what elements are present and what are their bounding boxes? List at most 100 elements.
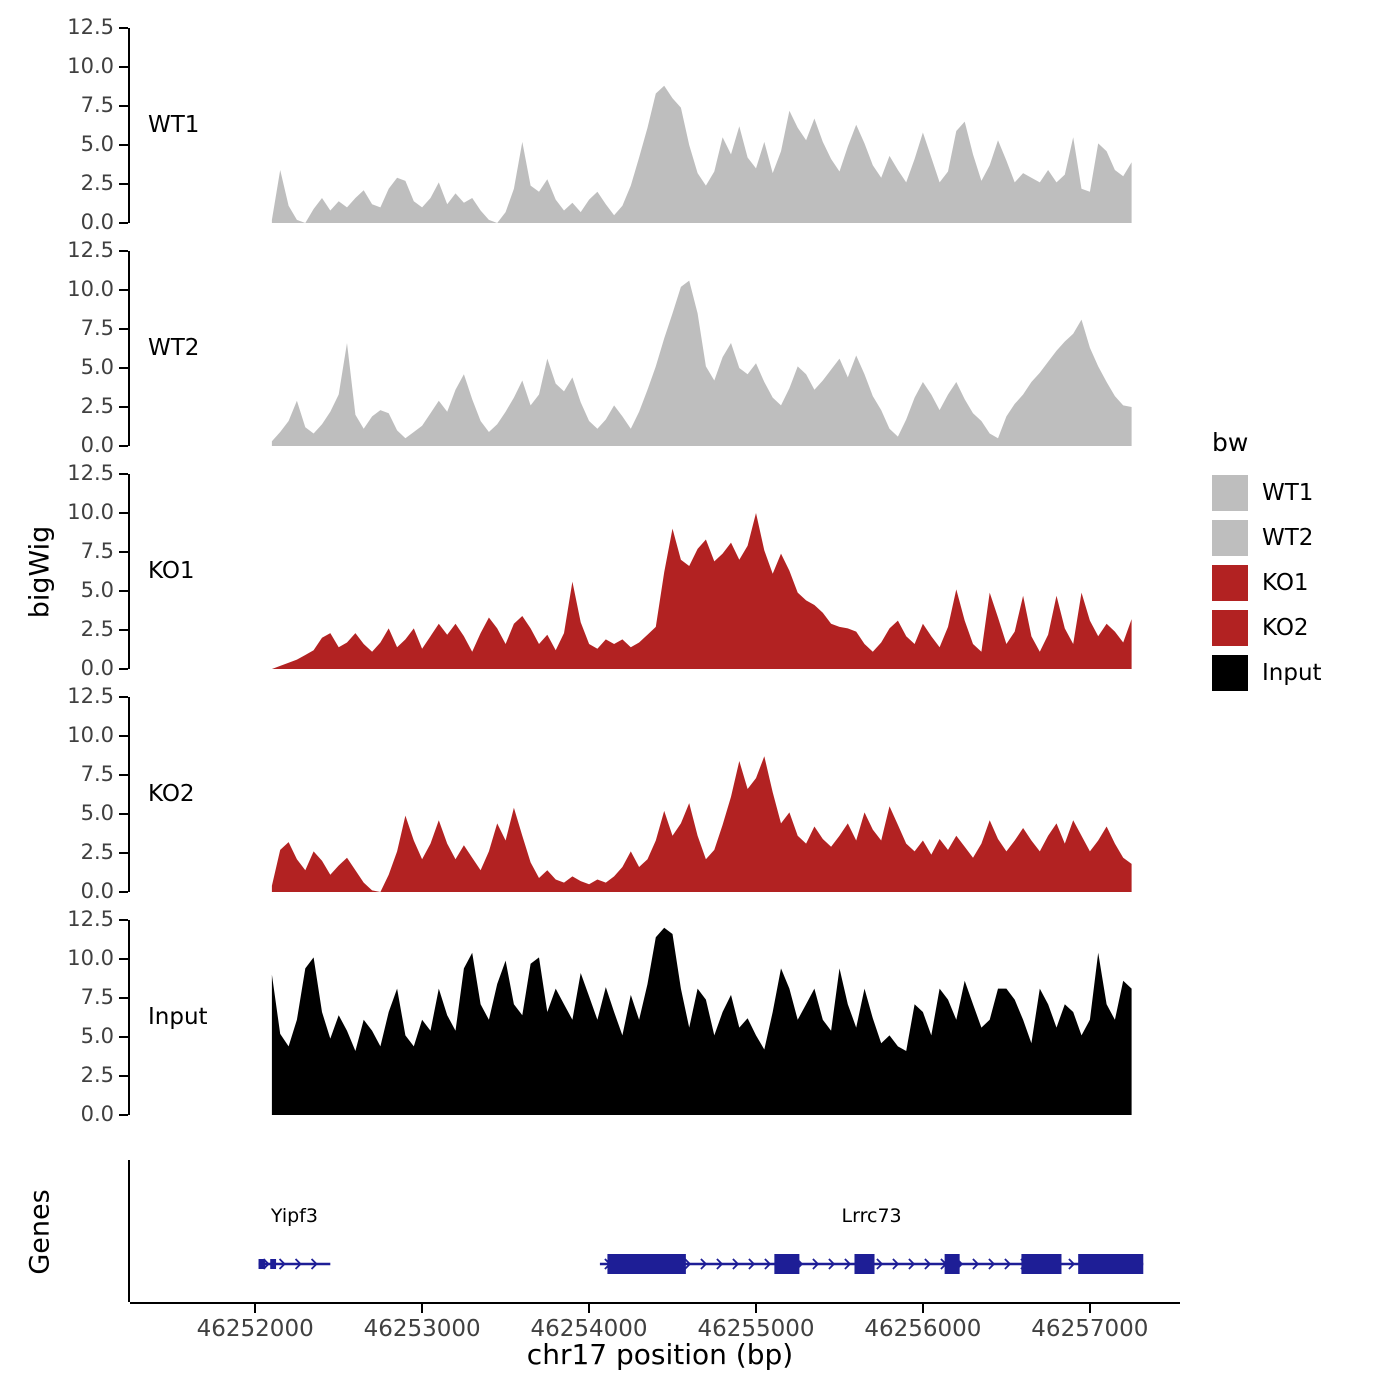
y-tick-label: 12.5: [67, 15, 114, 39]
x-tick: [754, 1304, 757, 1313]
y-axis-line: [128, 251, 130, 446]
y-tick: [119, 919, 128, 921]
y-tick: [119, 222, 128, 224]
track-label-wt2: WT2: [148, 335, 200, 361]
y-tick-label: 10.0: [67, 54, 114, 78]
x-tick-label: 46254000: [530, 1316, 648, 1342]
genes-axis-title: Genes: [24, 1189, 56, 1275]
legend-item-wt2: WT2: [1212, 520, 1322, 556]
y-tick-label: 10.0: [67, 500, 114, 524]
exon: [258, 1259, 266, 1269]
legend-title: bw: [1212, 428, 1249, 457]
y-tick: [119, 328, 128, 330]
strand-arrow-icon: [988, 1258, 996, 1270]
y-tick: [119, 997, 128, 999]
y-tick: [119, 1075, 128, 1077]
y-tick-label: 0.0: [80, 1102, 114, 1126]
y-tick: [119, 27, 128, 29]
y-axis-line: [128, 920, 130, 1115]
strand-arrow-icon: [924, 1258, 932, 1270]
y-tick: [119, 774, 128, 776]
coverage-track-ko1: [130, 474, 1180, 669]
y-tick-label: 0.0: [80, 656, 114, 680]
y-tick: [119, 473, 128, 475]
exon: [944, 1254, 960, 1274]
y-tick: [119, 66, 128, 68]
y-tick-label: 5.0: [80, 578, 114, 602]
y-tick-label: 7.5: [80, 762, 114, 786]
strand-arrow-icon: [1068, 1258, 1076, 1270]
y-tick-label: 12.5: [67, 684, 114, 708]
legend-label-wt2: WT2: [1262, 525, 1314, 551]
exon: [607, 1254, 686, 1274]
strand-arrow-icon: [684, 1258, 692, 1270]
y-tick-label: 12.5: [67, 907, 114, 931]
area-input: [271, 927, 1132, 1115]
y-tick: [119, 813, 128, 815]
legend-swatch-input: [1212, 655, 1248, 691]
y-tick: [119, 696, 128, 698]
coverage-track-wt1: [130, 28, 1180, 223]
strand-arrow-icon: [278, 1258, 286, 1270]
y-tick: [119, 852, 128, 854]
y-tick-label: 0.0: [80, 210, 114, 234]
y-axis-line: [128, 28, 130, 223]
area-ko1: [271, 513, 1132, 669]
y-tick-label: 5.0: [80, 1024, 114, 1048]
y-tick: [119, 250, 128, 252]
track-label-wt1: WT1: [148, 112, 200, 138]
legend-swatch-ko1: [1212, 565, 1248, 601]
y-tick: [119, 406, 128, 408]
y-tick: [119, 1036, 128, 1038]
legend-item-wt1: WT1: [1212, 475, 1322, 511]
x-tick: [254, 1304, 257, 1313]
strand-arrow-icon: [828, 1258, 836, 1270]
x-tick-label: 46256000: [864, 1316, 982, 1342]
track-label-ko2: KO2: [148, 781, 195, 807]
y-tick-label: 0.0: [80, 879, 114, 903]
y-axis-line: [128, 697, 130, 892]
y-tick-label: 2.5: [80, 394, 114, 418]
track-label-input: Input: [148, 1004, 208, 1030]
y-tick: [119, 551, 128, 553]
strand-arrow-icon: [892, 1258, 900, 1270]
y-tick: [119, 105, 128, 107]
coverage-track-input: [130, 920, 1180, 1115]
strand-arrow-icon: [310, 1258, 318, 1270]
y-tick: [119, 590, 128, 592]
y-tick: [119, 891, 128, 893]
gene-label: Yipf3: [270, 1205, 318, 1227]
y-tick-label: 7.5: [80, 93, 114, 117]
y-tick: [119, 183, 128, 185]
strand-arrow-icon: [972, 1258, 980, 1270]
strand-arrow-icon: [1004, 1258, 1012, 1270]
x-tick: [921, 1304, 924, 1313]
legend-swatch-wt1: [1212, 475, 1248, 511]
y-tick-label: 5.0: [80, 355, 114, 379]
exon: [854, 1254, 875, 1274]
legend-label-wt1: WT1: [1262, 480, 1314, 506]
strand-arrow-icon: [294, 1258, 302, 1270]
y-tick-label: 2.5: [80, 171, 114, 195]
area-ko2: [271, 756, 1132, 892]
legend-label-ko1: KO1: [1262, 570, 1309, 596]
y-tick-label: 5.0: [80, 801, 114, 825]
legend-item-input: Input: [1212, 655, 1322, 691]
legend-item-ko2: KO2: [1212, 610, 1322, 646]
legend: bw WT1 WT2 KO1 KO2 Input: [1212, 428, 1322, 700]
y-tick: [119, 512, 128, 514]
legend-label-input: Input: [1262, 660, 1322, 686]
strand-arrow-icon: [716, 1258, 724, 1270]
y-tick-label: 10.0: [67, 946, 114, 970]
area-wt1: [271, 85, 1132, 223]
x-tick-label: 46253000: [363, 1316, 481, 1342]
strand-arrow-icon: [732, 1258, 740, 1270]
x-tick: [421, 1304, 424, 1313]
strand-arrow-icon: [876, 1258, 884, 1270]
y-tick: [119, 668, 128, 670]
y-tick-label: 10.0: [67, 277, 114, 301]
strand-arrow-icon: [812, 1258, 820, 1270]
strand-arrow-icon: [844, 1258, 852, 1270]
y-tick-label: 7.5: [80, 539, 114, 563]
strand-arrow-icon: [764, 1258, 772, 1270]
